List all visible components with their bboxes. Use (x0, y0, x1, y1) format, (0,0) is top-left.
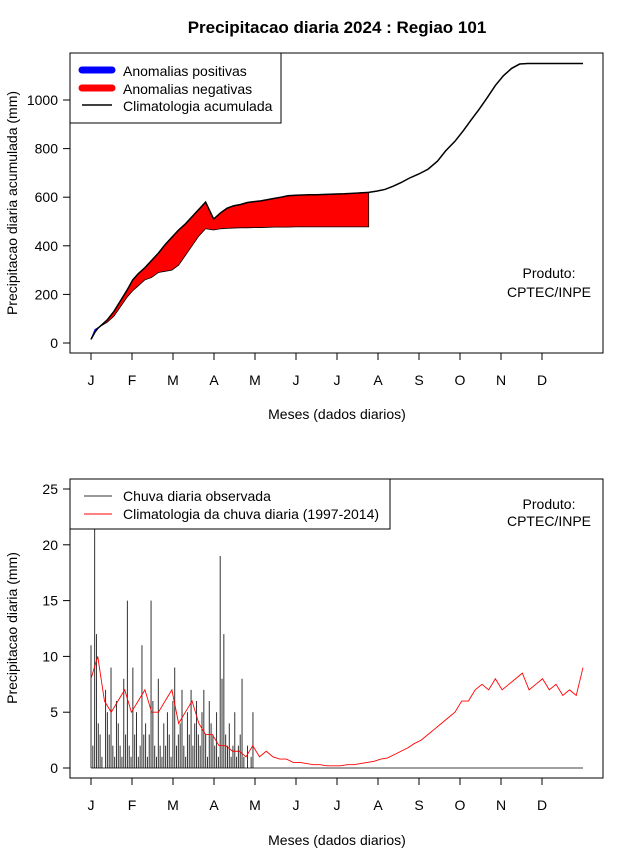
product-source-1: CPTEC/INPE (507, 284, 591, 300)
x-tick-label-1: D (537, 372, 547, 388)
x-tick-label-1: A (373, 372, 383, 388)
chart-title: Precipitacao diaria 2024 : Regiao 101 (188, 18, 487, 37)
x-tick-label-2: F (128, 797, 137, 813)
x-tick-label-1: O (455, 372, 466, 388)
x-tick-label-1: S (414, 372, 423, 388)
legend-label-observed: Chuva diaria observada (123, 488, 271, 504)
x-tick-label-1: J (334, 372, 341, 388)
climatology-line (90, 62, 583, 340)
x-tick-label-2: S (414, 797, 423, 813)
anomaly-area-layer (90, 191, 370, 340)
x-tick-label-1: A (209, 372, 219, 388)
y-tick-label-2: 25 (42, 481, 58, 497)
x-tick-label-1: M (249, 372, 261, 388)
y-axis-2: 0 5 10 15 20 25 (42, 481, 71, 776)
legend-label-clim-daily: Climatologia da chuva diaria (1997-2014) (123, 506, 379, 522)
legend-label-clim: Climatologia acumulada (123, 98, 273, 114)
y-axis-1: 0 200 400 600 800 1000 (27, 92, 71, 351)
y-tick-label-2: 0 (50, 760, 58, 776)
x-tick-label-2: J (88, 797, 95, 813)
y-tick-label-1: 400 (35, 238, 59, 254)
y-tick-label-2: 5 (50, 704, 58, 720)
x-tick-label-2: O (455, 797, 466, 813)
y-tick-label-1: 1000 (27, 92, 58, 108)
y-tick-label-2: 10 (42, 648, 58, 664)
y-tick-label-2: 15 (42, 593, 58, 609)
x-tick-label-2: J (293, 797, 300, 813)
legend-1: Anomalias positivas Anomalias negativas … (69, 52, 282, 124)
x-tick-label-1: F (128, 372, 137, 388)
x-tick-label-2: J (334, 797, 341, 813)
x-tick-label-2: A (209, 797, 219, 813)
x-tick-label-2: N (496, 797, 506, 813)
climatology-line-layer (90, 62, 583, 340)
y-axis-label-2: Precipitacao diaria (mm) (4, 552, 20, 704)
y-tick-label-1: 0 (50, 335, 58, 351)
product-label-1: Produto: (523, 265, 576, 281)
legend-label-negative: Anomalias negativas (123, 81, 252, 97)
x-tick-label-2: M (167, 797, 179, 813)
y-tick-label-2: 20 (42, 537, 58, 553)
x-tick-label-1: J (293, 372, 300, 388)
legend-label-positive: Anomalias positivas (123, 63, 247, 79)
daily-precip-panel: 0 5 10 15 20 25 J F M A M J J A S O N D Precipitacao dia… (4, 478, 604, 848)
x-axis-label-2: Meses (dados diarios) (268, 832, 406, 848)
x-tick-label-2: D (537, 797, 547, 813)
x-tick-label-1: J (88, 372, 95, 388)
x-tick-label-2: A (373, 797, 383, 813)
x-tick-label-1: N (496, 372, 506, 388)
x-tick-label-2: M (249, 797, 261, 813)
cumulative-precip-panel: 0 200 400 600 800 1000 J F M A M J J A S O N D Precipita… (4, 52, 604, 422)
y-tick-label-1: 800 (35, 141, 59, 157)
negative-anomaly-area (90, 191, 370, 340)
x-tick-label-1: M (167, 372, 179, 388)
product-source-2: CPTEC/INPE (507, 513, 591, 529)
y-tick-label-1: 200 (35, 286, 59, 302)
legend-box-2 (69, 478, 391, 530)
legend-2: Chuva diaria observada Climatologia da c… (69, 478, 391, 530)
y-axis-label-1: Precipitacao diaria acumulada (mm) (4, 91, 20, 315)
product-label-2: Produto: (523, 496, 576, 512)
x-axis-label-1: Meses (dados diarios) (268, 406, 406, 422)
y-tick-label-1: 600 (35, 189, 59, 205)
clim-daily-line (90, 656, 584, 767)
clim-daily-line-layer (90, 656, 584, 767)
observed-bars-layer (90, 522, 583, 769)
